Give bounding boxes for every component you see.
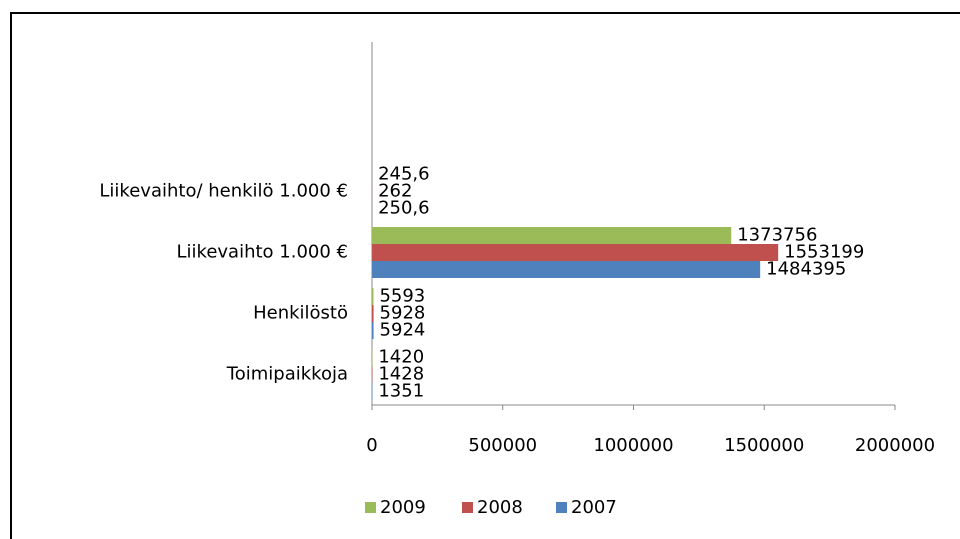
- x-tick-label: 1500000: [724, 435, 804, 456]
- data-label: 1428: [378, 364, 424, 385]
- bar: [372, 288, 374, 305]
- data-label: 1553199: [784, 242, 864, 263]
- bar: [372, 305, 374, 322]
- x-tick-label: 500000: [468, 435, 537, 456]
- data-label: 5924: [380, 320, 426, 341]
- bar: [372, 322, 374, 339]
- y-tick-label: Henkilöstö: [253, 303, 348, 324]
- data-label: 1351: [378, 381, 424, 402]
- data-label: 250,6: [378, 198, 430, 219]
- x-tick-label: 0: [366, 435, 377, 456]
- legend-label: 2007: [571, 497, 617, 518]
- data-label: 262: [378, 181, 412, 202]
- y-tick-label: Toimipaikkoja: [226, 364, 348, 385]
- data-label: 245,6: [378, 164, 430, 185]
- y-tick-label: Liikevaihto/ henkilö 1.000 €: [99, 181, 348, 202]
- legend-label: 2008: [477, 497, 523, 518]
- data-label: 1484395: [766, 259, 846, 280]
- data-label: 1420: [378, 347, 424, 368]
- bar: [372, 261, 761, 278]
- bar: [372, 244, 779, 261]
- data-label: 5593: [379, 286, 425, 307]
- data-label: 5928: [380, 303, 426, 324]
- data-label: 1373756: [737, 225, 817, 246]
- x-tick-label: 2000000: [855, 435, 935, 456]
- legend-swatch: [462, 502, 473, 513]
- y-tick-label: Liikevaihto 1.000 €: [177, 242, 348, 263]
- legend-label: 2009: [380, 497, 426, 518]
- x-tick-label: 1000000: [593, 435, 673, 456]
- legend-swatch: [365, 502, 376, 513]
- legend-swatch: [556, 502, 567, 513]
- bar: [372, 227, 732, 244]
